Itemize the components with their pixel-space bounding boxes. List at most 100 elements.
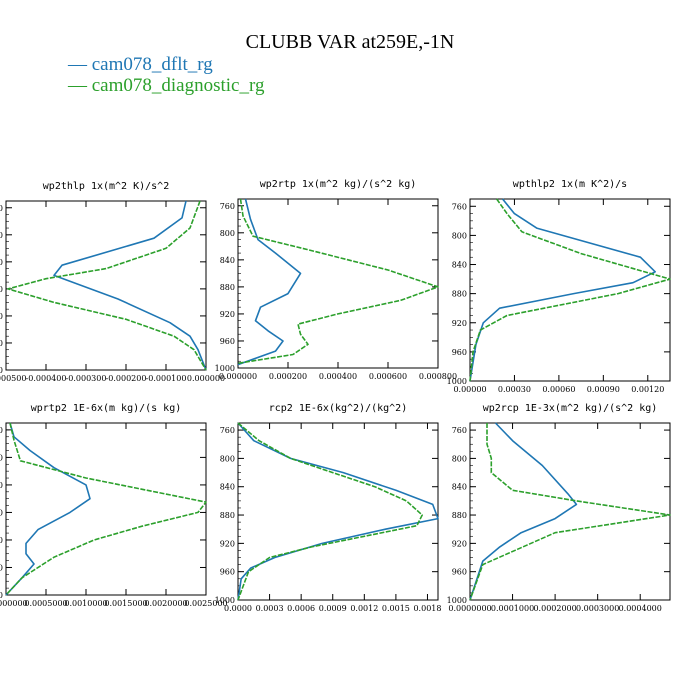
y-tick-label: 800 xyxy=(452,231,467,240)
y-tick-label: 880 xyxy=(452,511,467,520)
figure-title: CLUBB VAR at259E,-1N xyxy=(246,31,455,53)
y-tick-label: 840 xyxy=(0,258,3,267)
y-tick-label: 800 xyxy=(220,454,235,463)
x-tick-label: -0.000500 xyxy=(0,374,26,383)
y-tick-label: 800 xyxy=(0,231,3,240)
legend-label-dflt: cam078_dflt_rg xyxy=(92,54,214,75)
x-tick-label: 0.0000 xyxy=(224,604,252,613)
panel-title: wpthlp2 1x(m K^2)/s xyxy=(513,179,627,190)
panel-title: wp2thlp 1x(m^2 K)/s^2 xyxy=(43,181,169,192)
x-tick-label: -0.000400 xyxy=(26,374,67,383)
y-tick-label: 920 xyxy=(0,536,3,545)
series-line-diagnostic xyxy=(237,422,424,601)
x-tick-label: 0.0002000 xyxy=(533,604,576,613)
panel-title: wprtp2 1E-6x(m kg)/(s kg) xyxy=(31,403,182,414)
plot-frame xyxy=(237,422,439,601)
series-line-dflt xyxy=(469,422,578,601)
panel-6: wp2rcp 1E-3x(m^2 kg)/(s^2 kg) 760 800 840 88… xyxy=(447,403,671,613)
y-tick-label: 840 xyxy=(220,483,235,492)
y-tick-label: 880 xyxy=(0,285,3,294)
legend: — cam078_dflt_rg — cam078_diagnostic_rg xyxy=(67,54,265,96)
y-tick-label: 960 xyxy=(452,348,467,357)
y-tick-label: 960 xyxy=(0,339,3,348)
series-line-dflt xyxy=(237,198,302,366)
legend-label-diagnostic: cam078_diagnostic_rg xyxy=(92,75,265,96)
x-tick-label: 0.0003 xyxy=(256,604,284,613)
y-tick-label: 960 xyxy=(0,563,3,572)
x-tick-label: 0.000800 xyxy=(419,372,457,381)
x-tick-label: 0.000000 xyxy=(187,374,225,383)
series-line-diagnostic xyxy=(469,423,671,601)
x-tick-label: 0.0005000 xyxy=(24,599,67,608)
x-tick-label: 0.000000 xyxy=(219,372,257,381)
panel-2: wp2rtp 1x(m^2 kg)/(s^2 kg) 760 800 840 880 92… xyxy=(215,179,457,381)
y-tick-label: 920 xyxy=(0,312,3,321)
y-tick-label: 840 xyxy=(452,483,467,492)
y-tick-label: 840 xyxy=(0,481,3,490)
x-tick-label: 0.000400 xyxy=(319,372,357,381)
y-tick-label: 760 xyxy=(452,202,467,211)
y-tick-label: 840 xyxy=(220,256,235,265)
series-line-dflt xyxy=(53,200,207,371)
y-tick-label: 760 xyxy=(0,204,3,213)
y-tick-label: 960 xyxy=(452,568,467,577)
panel-title: rcp2 1E-6x(kg^2)/(kg^2) xyxy=(269,403,407,414)
y-tick-label: 1000 xyxy=(0,366,3,375)
x-tick-label: 0.00120 xyxy=(631,385,664,394)
y-tick-label: 760 xyxy=(220,202,235,211)
panel-1: wp2thlp 1x(m^2 K)/s^2 760 800 840 880 920 960 1… xyxy=(0,181,225,383)
panel-title: wp2rtp 1x(m^2 kg)/(s^2 kg) xyxy=(260,179,417,190)
plot-frame xyxy=(469,422,671,601)
x-tick-label: 0.00000 xyxy=(453,385,486,394)
y-tick-label: 800 xyxy=(220,229,235,238)
y-tick-label: 880 xyxy=(0,508,3,517)
legend-entry-dflt: — cam078_dflt_rg xyxy=(67,54,213,75)
y-tick-label: 880 xyxy=(220,511,235,520)
series-line-diagnostic xyxy=(469,198,671,382)
series-line-diagnostic xyxy=(237,198,439,365)
legend-entry-diagnostic: — cam078_diagnostic_rg xyxy=(67,75,265,96)
x-tick-label: -0.000100 xyxy=(146,374,187,383)
panels: wp2thlp 1x(m^2 K)/s^2 760 800 840 880 920 960 1… xyxy=(0,179,671,613)
x-tick-label: 0.00030 xyxy=(498,385,531,394)
x-tick-label: 0.0009 xyxy=(319,604,347,613)
x-tick-label: 0.0018 xyxy=(413,604,441,613)
y-tick-label: 1000 xyxy=(215,364,235,373)
y-tick-label: 840 xyxy=(452,261,467,270)
x-tick-label: 0.0025000 xyxy=(184,599,227,608)
y-tick-label: 800 xyxy=(452,454,467,463)
x-tick-label: -0.000200 xyxy=(106,374,147,383)
x-tick-label: 0.000600 xyxy=(369,372,407,381)
x-tick-label: 0.0020000 xyxy=(144,599,187,608)
y-tick-label: 760 xyxy=(220,426,235,435)
y-tick-label: 760 xyxy=(0,426,3,435)
x-tick-label: 0.0012 xyxy=(350,604,378,613)
y-tick-label: 960 xyxy=(220,337,235,346)
x-tick-label: 0.0006 xyxy=(287,604,315,613)
panel-4: wprtp2 1E-6x(m kg)/(s kg) 760 800 840 880 920… xyxy=(0,403,228,608)
y-tick-label: 1000 xyxy=(447,377,467,386)
x-tick-label: 0.00090 xyxy=(587,385,620,394)
panel-title: wp2rcp 1E-3x(m^2 kg)/(s^2 kg) xyxy=(483,403,658,414)
x-tick-label: 0.0003000 xyxy=(576,604,619,613)
x-tick-label: 0.0010000 xyxy=(64,599,107,608)
y-tick-label: 880 xyxy=(452,290,467,299)
y-tick-label: 1000 xyxy=(215,596,235,605)
y-tick-label: 920 xyxy=(220,539,235,548)
x-tick-label: 0.0000000 xyxy=(0,599,28,608)
series-line-dflt xyxy=(237,422,439,601)
series-line-dflt xyxy=(5,422,91,596)
y-tick-label: 800 xyxy=(0,453,3,462)
plot-frame xyxy=(5,200,207,371)
x-tick-label: 0.0000000 xyxy=(448,604,491,613)
x-tick-label: 0.0004000 xyxy=(619,604,662,613)
y-tick-label: 1000 xyxy=(0,591,3,600)
x-tick-label: 0.0015 xyxy=(382,604,410,613)
x-tick-label: 0.000200 xyxy=(269,372,307,381)
x-tick-label: -0.000300 xyxy=(66,374,107,383)
plot-frame xyxy=(469,198,671,382)
y-tick-label: 960 xyxy=(220,568,235,577)
plot-frame xyxy=(5,422,207,596)
